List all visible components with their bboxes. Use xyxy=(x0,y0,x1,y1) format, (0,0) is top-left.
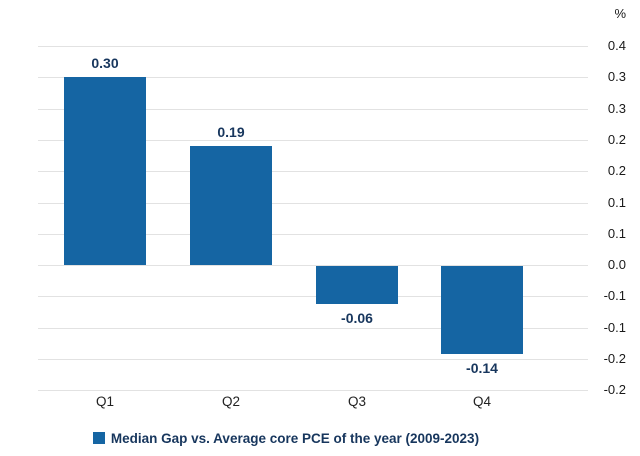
gridline xyxy=(38,265,588,267)
x-axis-label: Q1 xyxy=(95,394,114,409)
x-axis-label: Q2 xyxy=(221,394,240,409)
y-axis-tick-label: -0.2 xyxy=(603,382,626,398)
legend: Median Gap vs. Average core PCE of the y… xyxy=(0,431,572,446)
y-axis-tick-label: -0.1 xyxy=(603,288,626,304)
legend-swatch xyxy=(92,432,105,444)
gridline xyxy=(38,139,588,141)
plot-area: 0.30 0.19 -0.06 -0.14 xyxy=(38,46,588,392)
gridline xyxy=(38,46,588,47)
bar-q4 xyxy=(441,266,523,354)
y-axis-tick-label: 0.1 xyxy=(607,194,626,210)
bar-q3 xyxy=(316,266,398,304)
y-axis-tick-label: 0.0 xyxy=(607,257,626,273)
y-axis-tick-label: -0.2 xyxy=(603,351,626,366)
gridline xyxy=(38,390,588,392)
bar-q1 xyxy=(64,77,146,266)
y-axis-tick-label: 0.2 xyxy=(607,131,626,147)
bar-value-label: -0.14 xyxy=(466,359,498,376)
bar-value-label: 0.19 xyxy=(217,124,245,141)
gridline xyxy=(38,171,588,173)
gridline xyxy=(38,296,588,298)
gridline xyxy=(38,233,588,235)
bar-value-label: -0.06 xyxy=(341,309,373,326)
y-axis-tick-label: 0.3 xyxy=(607,69,626,85)
y-axis-tick-label: 0.1 xyxy=(607,225,626,241)
gridline xyxy=(38,327,588,329)
legend-label: Median Gap vs. Average core PCE of the y… xyxy=(110,431,480,446)
gridline xyxy=(38,359,588,360)
y-axis-tick-label: 0.3 xyxy=(607,100,626,116)
x-axis-label: Q4 xyxy=(472,394,491,409)
bar-value-label: 0.30 xyxy=(91,55,119,72)
y-axis-unit-label: % xyxy=(614,6,626,21)
y-axis-tick-label: -0.1 xyxy=(603,319,626,335)
y-axis: % 0.4 0.3 0.3 0.2 0.2 0.1 0.1 0.0 -0.1 -0.1 -0.2 -0… xyxy=(588,0,632,456)
y-axis-tick-label: 0.4 xyxy=(607,38,626,53)
y-axis-tick-label: 0.2 xyxy=(607,163,626,179)
gridline xyxy=(38,202,588,204)
gridline xyxy=(38,77,588,79)
x-axis-labels: Q1 Q2 Q3 Q4 xyxy=(0,394,640,412)
bar-q2 xyxy=(190,146,272,266)
gridline xyxy=(38,108,588,110)
x-axis-label: Q3 xyxy=(347,394,366,409)
